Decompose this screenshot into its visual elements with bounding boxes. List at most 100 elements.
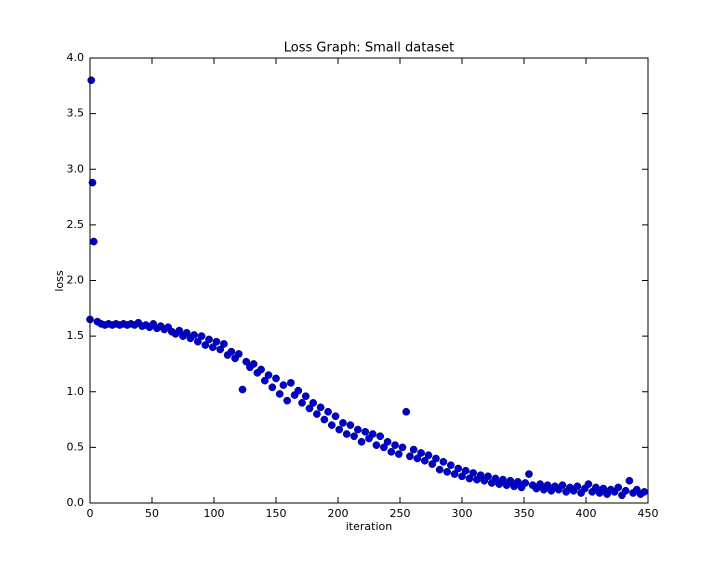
x-tick-label: 0 bbox=[87, 507, 94, 520]
data-point bbox=[327, 421, 336, 429]
data-point bbox=[242, 357, 251, 366]
data-point bbox=[216, 345, 225, 354]
data-point bbox=[301, 392, 310, 401]
data-point bbox=[380, 443, 388, 452]
data-point bbox=[268, 383, 277, 392]
data-point bbox=[320, 415, 329, 424]
data-point bbox=[279, 381, 288, 389]
chart-title: Loss Graph: Small dataset bbox=[284, 41, 454, 56]
data-point bbox=[294, 386, 303, 395]
data-point bbox=[305, 404, 314, 413]
y-tick-label: 2.0 bbox=[67, 274, 85, 287]
data-point bbox=[413, 454, 422, 463]
data-point bbox=[484, 472, 492, 481]
data-point bbox=[331, 412, 340, 421]
data-point bbox=[313, 410, 321, 418]
data-point bbox=[346, 421, 355, 429]
data-point bbox=[592, 483, 600, 492]
data-point bbox=[275, 390, 284, 398]
data-point bbox=[234, 350, 243, 358]
x-tick-label: 400 bbox=[576, 507, 597, 520]
data-point bbox=[175, 326, 184, 335]
y-tick-label: 4.0 bbox=[67, 51, 85, 64]
data-point bbox=[476, 471, 485, 480]
y-tick-label: 1.5 bbox=[67, 329, 85, 342]
data-point bbox=[454, 464, 463, 473]
data-point bbox=[573, 482, 582, 491]
data-point bbox=[309, 399, 318, 407]
data-point bbox=[387, 447, 396, 456]
data-point bbox=[614, 483, 623, 492]
data-point bbox=[376, 432, 385, 441]
data-point bbox=[599, 484, 608, 493]
data-point bbox=[450, 470, 459, 478]
data-point bbox=[220, 340, 228, 348]
y-tick-label: 2.5 bbox=[67, 218, 85, 231]
data-point bbox=[439, 457, 448, 466]
data-point bbox=[391, 441, 399, 449]
data-point bbox=[339, 419, 347, 427]
x-axis-label: iteration bbox=[346, 520, 392, 533]
data-point bbox=[424, 451, 433, 460]
data-point bbox=[260, 376, 269, 385]
data-point bbox=[383, 437, 392, 446]
data-point bbox=[513, 478, 522, 486]
x-tick-label: 200 bbox=[328, 507, 349, 520]
data-point bbox=[521, 479, 530, 487]
y-axis-label: loss bbox=[53, 270, 66, 292]
data-point bbox=[197, 332, 206, 340]
x-tick-label: 100 bbox=[204, 507, 225, 520]
data-point bbox=[443, 468, 451, 476]
data-point bbox=[190, 331, 199, 339]
data-point bbox=[640, 488, 649, 496]
data-point bbox=[461, 466, 470, 475]
y-tick-label: 1.0 bbox=[67, 385, 85, 398]
data-point bbox=[342, 430, 351, 438]
data-point bbox=[465, 474, 474, 483]
data-point bbox=[372, 441, 381, 449]
data-point bbox=[621, 486, 630, 495]
data-point bbox=[335, 425, 344, 434]
data-point bbox=[625, 476, 634, 485]
data-point bbox=[432, 454, 440, 463]
data-point bbox=[491, 474, 500, 483]
data-point bbox=[249, 360, 258, 368]
data-point bbox=[227, 347, 236, 356]
x-tick-label: 150 bbox=[266, 507, 287, 520]
data-point bbox=[182, 328, 191, 337]
data-point bbox=[446, 461, 455, 470]
data-point bbox=[212, 337, 221, 346]
data-point bbox=[238, 385, 247, 394]
data-point bbox=[525, 470, 533, 478]
data-point bbox=[420, 456, 429, 465]
data-point bbox=[398, 443, 407, 452]
data-point bbox=[350, 432, 358, 441]
y-tick-label: 3.5 bbox=[67, 107, 85, 120]
data-point bbox=[499, 475, 507, 484]
data-point bbox=[536, 480, 544, 488]
data-point bbox=[298, 399, 306, 407]
data-point bbox=[469, 469, 478, 477]
y-tick-label: 3.0 bbox=[67, 162, 85, 175]
data-point bbox=[316, 403, 325, 412]
data-point bbox=[283, 396, 292, 405]
data-point bbox=[88, 178, 97, 187]
data-point bbox=[272, 374, 280, 383]
data-point bbox=[558, 481, 567, 490]
data-point bbox=[368, 430, 377, 438]
data-point bbox=[406, 452, 414, 461]
data-point bbox=[506, 476, 515, 485]
data-point bbox=[257, 365, 265, 374]
data-point bbox=[264, 371, 273, 379]
data-point bbox=[353, 425, 362, 434]
data-point bbox=[324, 407, 332, 416]
x-tick-label: 50 bbox=[145, 507, 159, 520]
data-point bbox=[402, 407, 411, 416]
data-point bbox=[435, 465, 444, 474]
data-point bbox=[361, 427, 370, 436]
data-point bbox=[417, 449, 425, 457]
data-point bbox=[584, 480, 593, 488]
data-point bbox=[357, 437, 366, 446]
